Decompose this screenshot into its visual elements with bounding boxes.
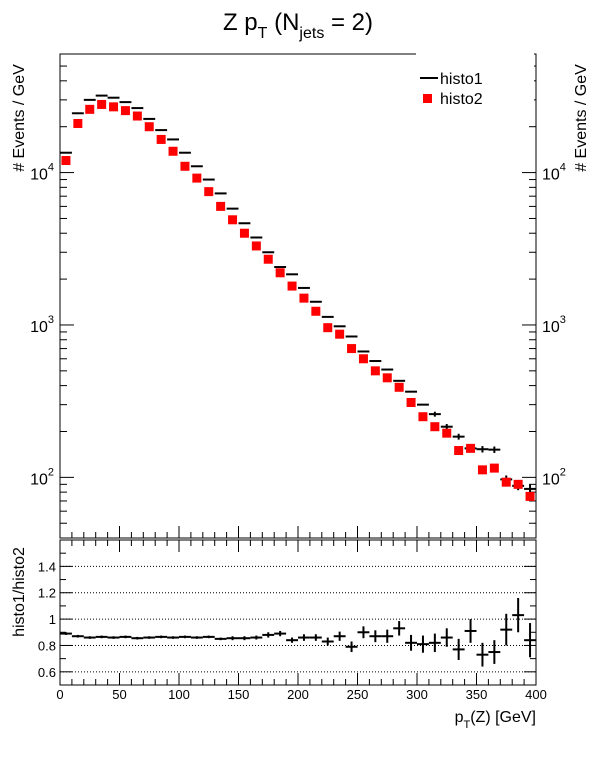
legend-histo2-label: histo2 xyxy=(440,91,483,108)
histo2-point xyxy=(442,428,452,438)
histo2-point xyxy=(216,201,226,211)
ratio-ytick-label: 1 xyxy=(49,612,56,627)
histo2-point xyxy=(263,254,273,264)
histo2-point xyxy=(394,382,404,392)
histo2-point xyxy=(382,373,392,383)
top-ytick-label-right: 103 xyxy=(542,314,566,336)
histo2-point xyxy=(454,446,464,456)
histo2-point xyxy=(180,161,190,171)
histo2-point xyxy=(275,268,285,278)
histo2-point xyxy=(97,99,107,109)
ratio-ylabel: histo1/histo2 xyxy=(11,547,28,637)
ratio-panel-grid xyxy=(60,565,536,673)
legend-histo1-label: histo1 xyxy=(440,71,483,88)
ratio-xlabel: pT(Z) [GeV] xyxy=(455,709,536,731)
ratio-xtick-label: 0 xyxy=(56,687,63,702)
top-ylabel-right: # Events / GeV xyxy=(573,64,590,172)
legend-histo2-marker xyxy=(423,94,432,103)
histo2-point xyxy=(370,366,380,376)
histo2-point xyxy=(489,463,499,473)
ratio-xtick-label: 200 xyxy=(287,687,309,702)
ratio-ytick-label: 1.2 xyxy=(38,586,56,601)
ratio-xtick-label: 350 xyxy=(466,687,488,702)
histo2-point xyxy=(156,134,166,144)
histo2-point xyxy=(513,479,523,489)
top-ytick-label-left: 103 xyxy=(30,314,54,336)
histo2-point xyxy=(85,104,95,114)
top-ytick-label-left: 102 xyxy=(30,466,54,488)
histo2-point xyxy=(311,306,321,316)
histo2-point xyxy=(418,412,428,422)
histo2-point xyxy=(299,293,309,303)
histo2-point xyxy=(251,241,261,251)
ratio-panel-border xyxy=(59,539,537,686)
ratio-panel-series xyxy=(60,598,536,667)
histo2-point xyxy=(109,102,119,112)
histo2-point xyxy=(132,111,142,121)
top-panel-border xyxy=(59,53,537,539)
chart-title: Z pT (Njets = 2) xyxy=(223,9,373,42)
histo2-point xyxy=(358,354,368,364)
histo2-point xyxy=(347,344,357,354)
histo2-point xyxy=(501,477,511,487)
histo2-point xyxy=(239,228,249,238)
ratio-xtick-label: 50 xyxy=(112,687,126,702)
histo2-point xyxy=(406,397,416,407)
ratio-panel-tick-labels: 0.6 0.8 1 1.2 1.4 0 50 100 150 200 250 300 350 400 xyxy=(38,559,547,702)
ratio-xtick-label: 400 xyxy=(525,687,547,702)
histo2-point xyxy=(430,422,440,432)
ratio-xtick-label: 150 xyxy=(228,687,250,702)
histo2-point xyxy=(168,146,178,156)
histo2-point xyxy=(466,443,476,453)
ratio-xtick-label: 100 xyxy=(168,687,190,702)
histo2-point xyxy=(477,465,487,475)
histo2-point xyxy=(287,281,297,291)
top-panel-series xyxy=(60,94,536,501)
ratio-ytick-label: 1.4 xyxy=(38,559,56,574)
top-ytick-label-left: 104 xyxy=(30,162,54,184)
histo2-point xyxy=(228,215,238,225)
histo2-point xyxy=(192,173,202,183)
ratio-panel-ticks xyxy=(59,539,537,686)
ratio-panel-frame xyxy=(59,539,537,686)
ratio-ytick-label: 0.6 xyxy=(38,665,56,680)
histo2-point xyxy=(61,156,71,166)
histo2-point xyxy=(120,106,130,116)
top-panel-ticks xyxy=(59,53,537,539)
top-ytick-label-right: 102 xyxy=(542,466,566,488)
top-panel-frame xyxy=(59,53,537,539)
legend: histo1 histo2 xyxy=(416,52,534,118)
top-ytick-label-right: 104 xyxy=(542,162,566,184)
histo2-point xyxy=(525,491,535,501)
ratio-xtick-label: 300 xyxy=(406,687,428,702)
histo2-point xyxy=(335,329,345,339)
histo2-point xyxy=(323,323,333,333)
ratio-xtick-label: 250 xyxy=(347,687,369,702)
histo2-point xyxy=(73,118,83,128)
ratio-ytick-label: 0.8 xyxy=(38,638,56,653)
top-ylabel-left: # Events / GeV xyxy=(11,64,28,172)
histo2-point xyxy=(144,122,154,132)
histo2-point xyxy=(204,187,214,197)
top-panel-ytick-labels: 102 102 103 103 104 104 xyxy=(30,162,566,489)
